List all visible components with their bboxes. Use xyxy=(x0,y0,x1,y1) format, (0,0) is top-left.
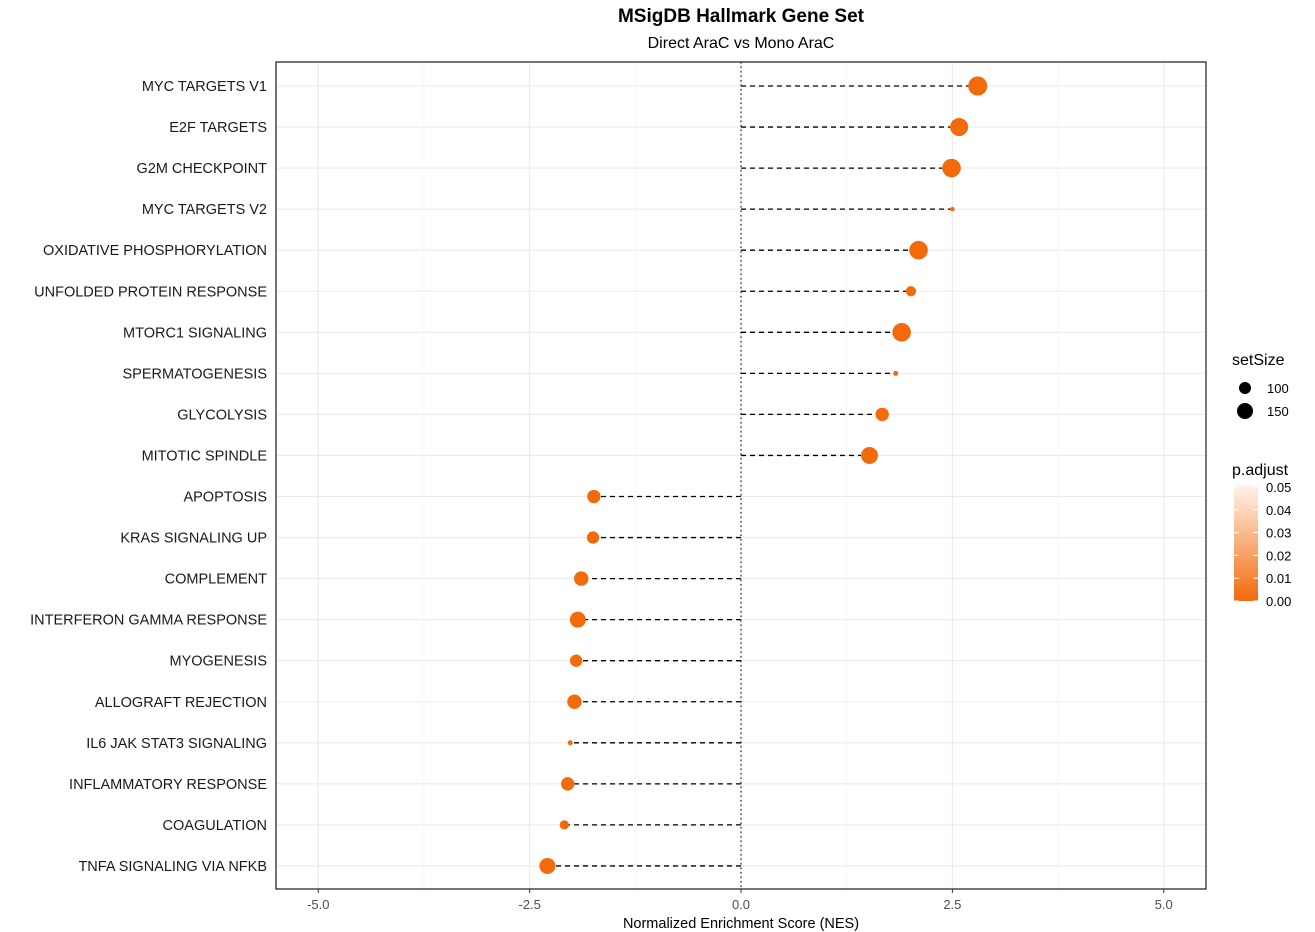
legend-padjust-title: p.adjust xyxy=(1232,462,1289,479)
y-category-label: INTERFERON GAMMA RESPONSE xyxy=(30,613,267,629)
enrichment-dot xyxy=(875,407,889,422)
enrichment-dot xyxy=(569,611,586,628)
y-category-label: GLYCOLYSIS xyxy=(177,407,267,423)
colorbar-tick-label: 0.04 xyxy=(1266,503,1291,518)
legend-size-dot-150 xyxy=(1237,403,1253,419)
y-category-label: ALLOGRAFT REJECTION xyxy=(95,695,267,711)
dashed-segments xyxy=(547,85,978,867)
y-category-label: UNFOLDED PROTEIN RESPONSE xyxy=(34,284,267,300)
legend-size-label-100: 100 xyxy=(1267,381,1289,396)
enrichment-dot xyxy=(950,206,955,212)
colorbar-tick-label: 0.01 xyxy=(1266,571,1291,586)
y-category-label: APOPTOSIS xyxy=(183,490,267,506)
y-category-label: INFLAMMATORY RESPONSE xyxy=(69,777,267,793)
enrichment-dot xyxy=(586,531,600,544)
y-category-label: IL6 JAK STAT3 SIGNALING xyxy=(86,736,267,752)
x-tick-label: 2.5 xyxy=(943,897,961,912)
y-category-label: MYC TARGETS V2 xyxy=(142,202,267,218)
y-category-label: MITOTIC SPINDLE xyxy=(142,448,268,464)
chart-subtitle: Direct AraC vs Mono AraC xyxy=(648,35,835,52)
plot-panel xyxy=(275,61,1207,890)
legend-size-label-150: 150 xyxy=(1267,404,1289,419)
enrichment-dot xyxy=(942,158,961,178)
enrichment-dot xyxy=(893,370,899,376)
y-category-label: E2F TARGETS xyxy=(169,120,267,136)
enrichment-dot xyxy=(861,446,879,464)
y-category-label: MYOGENESIS xyxy=(170,654,268,670)
y-category-label: MTORC1 SIGNALING xyxy=(123,325,267,341)
y-category-label: TNFA SIGNALING VIA NFKB xyxy=(78,859,267,875)
y-category-label: SPERMATOGENESIS xyxy=(123,366,268,382)
enrichment-dot xyxy=(892,323,911,342)
x-tick-label: 5.0 xyxy=(1155,897,1173,912)
legend-setsize: setSize 100 150 xyxy=(1232,352,1289,419)
x-tick-label: -2.5 xyxy=(518,897,540,912)
x-axis-ticks: -5.0 -2.5 0.0 2.5 5.0 xyxy=(307,889,1173,912)
enrichment-dot xyxy=(587,489,601,504)
legend-colorbar-ticks: 0.05 0.04 0.03 0.02 0.01 0.00 xyxy=(1234,480,1291,609)
colorbar-tick-label: 0.02 xyxy=(1266,548,1291,563)
enrichment-dot xyxy=(567,694,582,709)
enrichment-dot xyxy=(561,777,575,791)
enrichment-dot xyxy=(950,118,969,137)
enrichment-dot xyxy=(905,286,917,297)
legend-colorbar xyxy=(1234,485,1258,601)
enrichment-dot xyxy=(539,857,556,874)
colorbar-tick-label: 0.00 xyxy=(1266,594,1291,609)
y-category-label: COMPLEMENT xyxy=(165,572,267,588)
x-tick-label: 0.0 xyxy=(732,897,750,912)
y-axis-labels: MYC TARGETS V1 E2F TARGETS G2M CHECKPOINT M… xyxy=(30,79,267,875)
enrichment-dot xyxy=(909,240,928,260)
chart-title: MSigDB Hallmark Gene Set xyxy=(618,6,865,27)
colorbar-tick-label: 0.05 xyxy=(1266,480,1291,495)
legend-setsize-title: setSize xyxy=(1232,352,1285,369)
enrichment-dot xyxy=(567,740,573,746)
enrichment-dot xyxy=(559,820,569,830)
enrichment-dot xyxy=(574,571,589,586)
legend-size-dot-100 xyxy=(1239,382,1251,394)
x-tick-label: -5.0 xyxy=(307,897,329,912)
enrichment-dot xyxy=(968,76,988,96)
colorbar-tick-label: 0.03 xyxy=(1266,526,1291,541)
enrichment-dot xyxy=(569,654,583,667)
y-category-label: MYC TARGETS V1 xyxy=(142,79,267,95)
y-category-label: COAGULATION xyxy=(163,818,267,834)
dots xyxy=(539,76,988,874)
y-category-label: G2M CHECKPOINT xyxy=(136,161,267,177)
y-category-label: OXIDATIVE PHOSPHORYLATION xyxy=(43,243,267,259)
legend-padjust: p.adjust 0.05 0.04 0.03 0.02 0.01 0.00 xyxy=(1232,462,1291,609)
x-axis-title: Normalized Enrichment Score (NES) xyxy=(623,916,859,932)
y-category-label: KRAS SIGNALING UP xyxy=(120,531,267,547)
